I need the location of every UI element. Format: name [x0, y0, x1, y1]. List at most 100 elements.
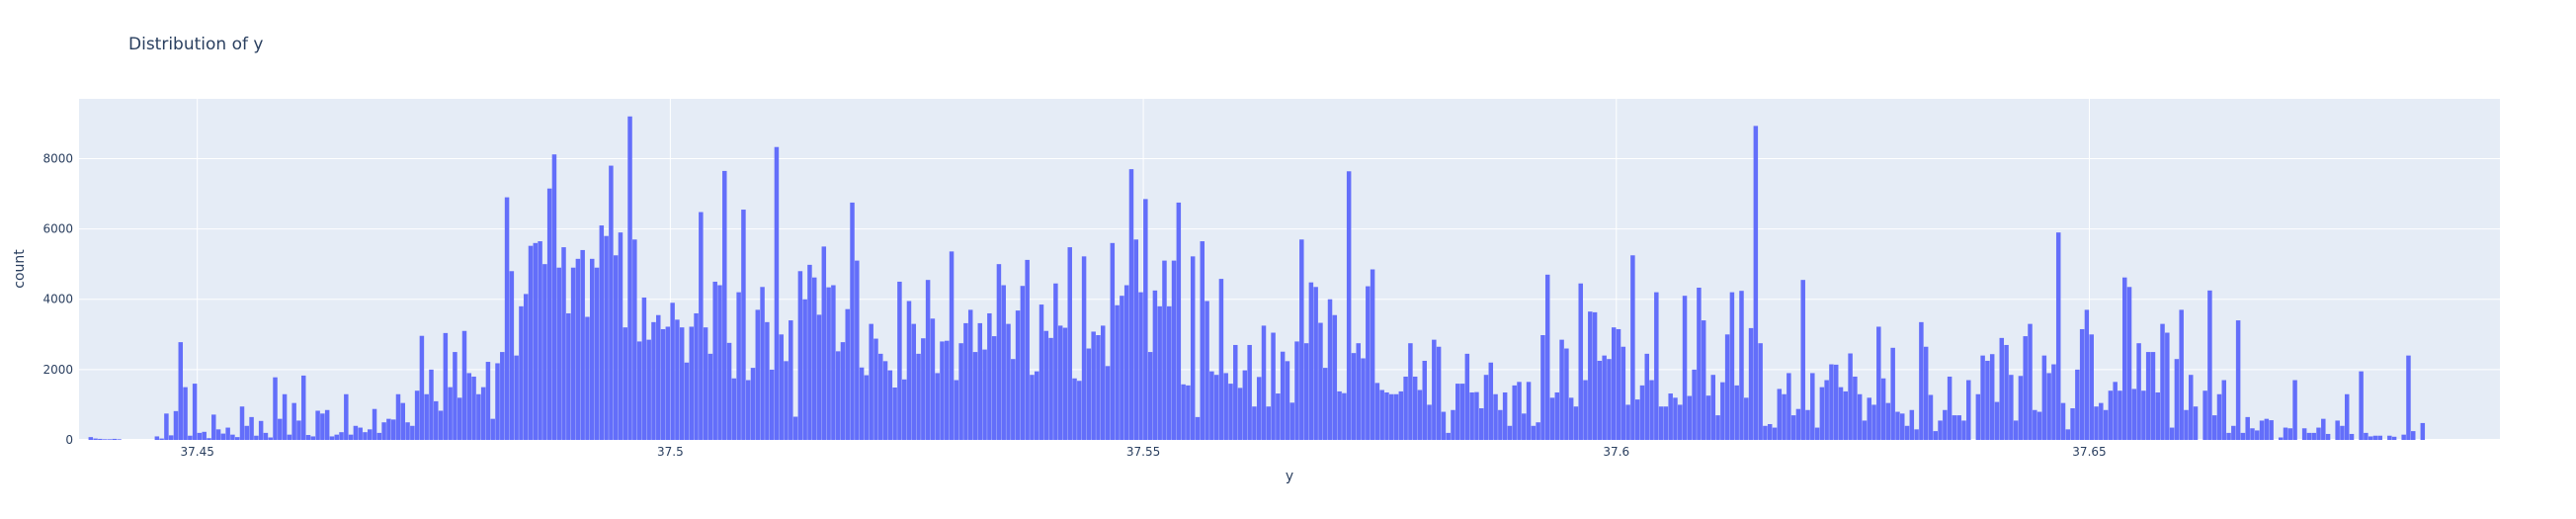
- histogram-bar: [485, 362, 491, 440]
- histogram-bar: [2283, 427, 2288, 440]
- histogram-bar: [324, 409, 330, 440]
- histogram-bar: [760, 287, 765, 440]
- histogram-bar: [802, 299, 807, 440]
- histogram-bar: [211, 414, 216, 440]
- histogram-bar: [1602, 355, 1607, 440]
- histogram-bar: [249, 416, 254, 440]
- histogram-bar: [220, 433, 226, 440]
- histogram-bar: [273, 377, 278, 440]
- histogram-bar: [2406, 355, 2411, 440]
- histogram-bar: [1171, 260, 1177, 440]
- histogram-bar: [1900, 413, 1905, 440]
- histogram-bar: [646, 339, 651, 440]
- histogram-bar: [977, 322, 983, 440]
- histogram-bar: [381, 422, 386, 440]
- histogram-bar: [1337, 390, 1342, 440]
- x-axis-title: y: [1286, 469, 1293, 484]
- histogram-bar: [429, 369, 434, 440]
- histogram-bar: [2240, 432, 2246, 440]
- histogram-bar: [1720, 382, 1725, 440]
- histogram-bar: [533, 242, 539, 440]
- histogram-bar: [1176, 202, 1182, 440]
- histogram-bar: [296, 420, 301, 440]
- histogram-bar: [1923, 346, 1929, 440]
- histogram-bar: [2155, 391, 2160, 440]
- histogram-bar: [1020, 286, 1026, 440]
- histogram-bar: [2411, 431, 2416, 440]
- histogram-bar: [395, 393, 401, 440]
- histogram-bar: [1100, 325, 1106, 440]
- histogram-bar: [2235, 320, 2241, 440]
- histogram-bar: [2377, 435, 2382, 440]
- histogram-bar: [1568, 397, 1574, 440]
- histogram-bar: [2226, 432, 2231, 440]
- histogram-bar: [2136, 343, 2141, 440]
- histogram-bar: [566, 312, 571, 440]
- histogram-bar: [538, 241, 542, 440]
- histogram-bar: [811, 277, 817, 440]
- histogram-bar: [1464, 353, 1470, 440]
- histogram-bar: [344, 393, 349, 440]
- histogram-bar: [850, 202, 855, 440]
- histogram-bar: [372, 408, 377, 440]
- histogram-bar: [1218, 279, 1224, 440]
- histogram-bar: [1597, 360, 1603, 440]
- histogram-bar: [414, 390, 420, 440]
- histogram-bar: [1205, 301, 1209, 440]
- histogram-bar: [1138, 292, 1143, 440]
- histogram-bar: [1190, 256, 1196, 440]
- histogram-bar: [1777, 389, 1783, 440]
- histogram-bar: [1573, 406, 1579, 440]
- histogram-bar: [2335, 420, 2340, 440]
- histogram-bar: [1715, 415, 1720, 440]
- histogram-bar: [1228, 384, 1233, 440]
- histogram-bar: [1919, 321, 1924, 440]
- histogram-bar: [2023, 336, 2028, 440]
- histogram-bar: [2028, 323, 2033, 440]
- histogram-bar: [400, 402, 406, 440]
- histogram-bar: [2121, 277, 2127, 440]
- histogram-bar: [1346, 171, 1352, 440]
- histogram-bar: [636, 341, 642, 440]
- histogram-bar: [1578, 283, 1583, 440]
- histogram-bar: [1266, 406, 1272, 440]
- x-axis-ticks: 37.45 37.5 37.55 37.6 37.65: [180, 445, 2106, 459]
- histogram-bar: [466, 373, 472, 440]
- histogram-bar: [291, 402, 296, 440]
- histogram-bar: [945, 340, 950, 440]
- histogram-bar: [1692, 369, 1697, 440]
- histogram-bar: [1389, 393, 1394, 440]
- histogram-bar: [419, 335, 425, 440]
- histogram-bar: [1857, 393, 1863, 440]
- histogram-bar: [1833, 364, 1839, 440]
- histogram-bar: [1625, 404, 1630, 440]
- histogram-bar: [656, 314, 661, 440]
- histogram-bar: [239, 406, 245, 440]
- histogram-bar: [2316, 427, 2321, 440]
- histogram-bar: [225, 427, 230, 440]
- histogram-bar: [1952, 415, 1957, 440]
- histogram-bar: [2202, 390, 2207, 440]
- histogram-bar: [1890, 347, 1895, 440]
- histogram-bar: [183, 387, 188, 440]
- histogram-bar: [1469, 391, 1474, 440]
- histogram-bar: [2211, 415, 2217, 440]
- histogram-bar: [305, 435, 311, 440]
- histogram-bar: [679, 327, 685, 440]
- histogram-bar: [1943, 409, 1948, 440]
- histogram-bar: [750, 368, 756, 440]
- histogram-bar: [2108, 390, 2114, 440]
- histogram-bar: [2084, 309, 2090, 440]
- histogram-bar: [1739, 291, 1744, 440]
- histogram-bar: [1422, 360, 1428, 440]
- histogram-bar: [1885, 402, 1891, 440]
- histogram-bar: [589, 258, 595, 440]
- histogram-bar: [2184, 409, 2189, 440]
- histogram-bar: [717, 285, 722, 440]
- histogram-bar: [2103, 409, 2109, 440]
- histogram-bar: [1053, 283, 1058, 440]
- histogram-bar: [1157, 305, 1162, 440]
- y-axis-ticks: 0 2000 4000 6000 8000: [42, 151, 73, 447]
- histogram-bar: [339, 432, 344, 440]
